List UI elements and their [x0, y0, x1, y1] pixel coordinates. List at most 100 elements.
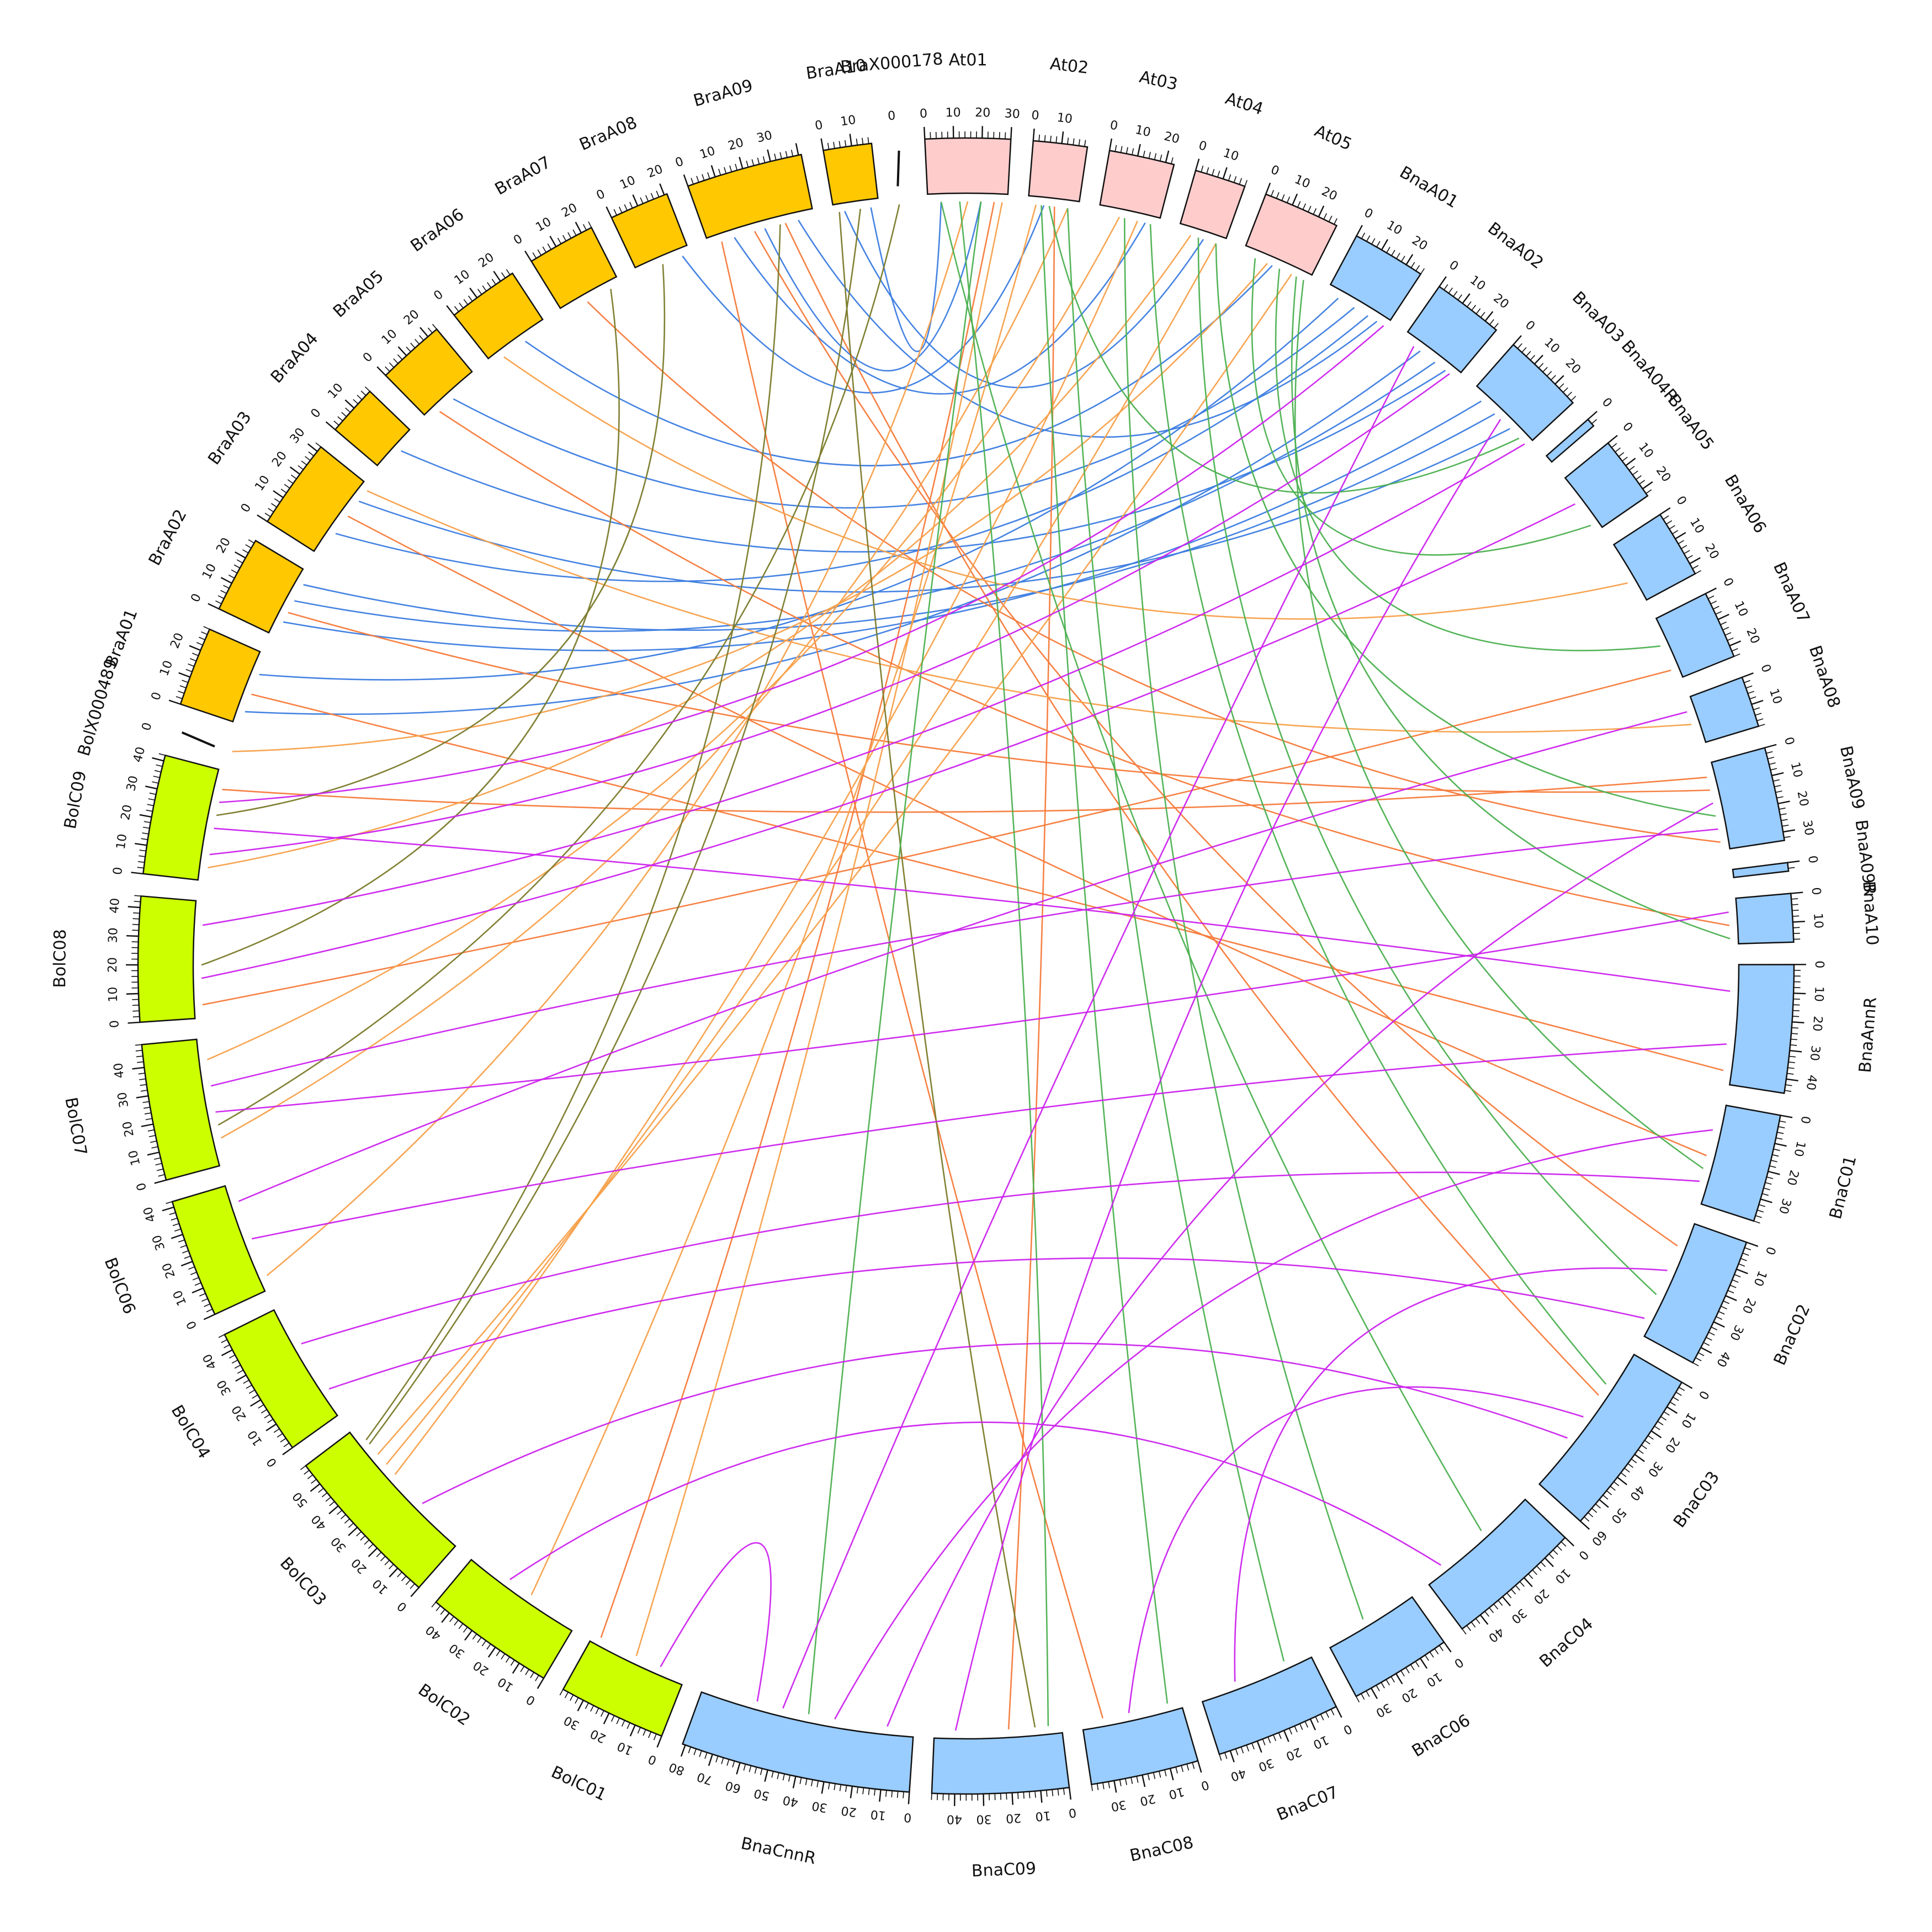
tick-label: 10 — [1311, 1732, 1331, 1751]
axis-tick — [268, 508, 274, 513]
axis-tick — [149, 792, 156, 795]
tick-label: 20 — [1284, 1744, 1303, 1763]
chromosome-label: BolC01 — [548, 1763, 609, 1805]
axis-tick — [1744, 680, 1750, 683]
axis-tick — [431, 1601, 437, 1608]
tick-label: 0 — [184, 1319, 200, 1331]
axis-tick — [1755, 713, 1762, 716]
axis-tick — [1271, 190, 1274, 197]
axis-tick — [1765, 1182, 1772, 1185]
axis-tick — [185, 668, 193, 672]
axis-tick — [1130, 1777, 1133, 1784]
axis-tick — [401, 1575, 407, 1581]
axis-tick — [844, 140, 847, 147]
chromosome-label: BnaA02 — [1484, 219, 1547, 273]
axis-tick — [385, 366, 390, 372]
axis-tick — [590, 1705, 594, 1712]
tick-label: 0 — [1808, 887, 1823, 895]
axis-tick — [1710, 601, 1717, 604]
axis-tick — [1328, 215, 1333, 222]
axis-tick — [234, 1365, 241, 1369]
synteny-link-BolC07-At02 — [220, 208, 1069, 1139]
axis-tick — [1580, 1520, 1590, 1530]
synteny-link-At02-BnaA03 — [1048, 205, 1520, 494]
axis-tick — [621, 1720, 625, 1727]
tick-label: 10 — [1384, 218, 1404, 238]
chromosome-block — [305, 1431, 457, 1589]
axis-tick — [1424, 1654, 1429, 1661]
axis-tick — [1672, 530, 1679, 534]
tick-label: 60 — [724, 1778, 742, 1796]
axis-tick — [1320, 1714, 1324, 1721]
chromosome-label: BnaA01 — [1396, 163, 1461, 213]
axis-tick — [510, 1659, 515, 1666]
chromosome-label: BnaC06 — [1409, 1711, 1474, 1761]
synteny-link-At05-BnaC01 — [1294, 280, 1704, 1169]
axis-tick — [1276, 192, 1280, 199]
tick-label: 30 — [1807, 1045, 1823, 1061]
axis-tick — [1195, 158, 1200, 171]
axis-tick — [525, 1669, 529, 1675]
axis-tick — [1283, 1730, 1289, 1742]
axis-tick — [1729, 640, 1742, 646]
axis-tick — [1262, 1739, 1266, 1745]
axis-tick — [1415, 265, 1420, 272]
axis-tick — [128, 906, 140, 909]
axis-tick — [1784, 1090, 1791, 1092]
synteny-link-BolC06-BnaAnnR — [251, 1043, 1727, 1240]
synteny-link-At01-BnaC09 — [959, 201, 1049, 1727]
axis-tick — [410, 1587, 420, 1597]
axis-tick — [1681, 1382, 1693, 1389]
axis-tick — [1068, 1787, 1072, 1800]
axis-tick — [1309, 1718, 1316, 1731]
tick-label: 10 — [200, 561, 219, 581]
axis-tick — [746, 161, 749, 168]
chromosome-block — [1082, 1707, 1199, 1786]
chromosome-label: BraA09 — [691, 76, 755, 110]
axis-tick — [1126, 147, 1128, 154]
axis-tick — [624, 204, 628, 211]
axis-tick — [136, 1095, 148, 1098]
synteny-link-BolC01-BnaCnnR — [660, 1542, 772, 1702]
axis-tick — [487, 282, 492, 288]
axis-tick — [1711, 1326, 1718, 1330]
axis-tick — [496, 1650, 501, 1657]
tick-label: 30 — [107, 927, 121, 943]
chromosome-block — [179, 628, 261, 723]
axis-tick — [1654, 1425, 1660, 1430]
axis-tick — [307, 443, 318, 452]
axis-tick — [1748, 691, 1755, 694]
axis-tick — [397, 1572, 402, 1578]
axis-tick — [749, 1765, 752, 1772]
tick-label: 10 — [1812, 986, 1826, 1002]
axis-tick — [1650, 1430, 1662, 1439]
tick-label: 30 — [1776, 1197, 1793, 1216]
axis-tick — [284, 484, 290, 489]
axis-tick — [1159, 154, 1163, 161]
tick-label: 0 — [1269, 163, 1281, 178]
axis-tick — [501, 272, 506, 279]
axis-tick — [449, 1616, 454, 1622]
axis-tick — [1642, 481, 1653, 490]
axis-tick — [344, 399, 355, 409]
axis-tick — [879, 1789, 882, 1802]
axis-tick — [1781, 819, 1788, 821]
axis-tick — [172, 1223, 179, 1227]
synteny-link-BraA07-BolC08 — [201, 289, 620, 966]
axis-tick — [1766, 751, 1773, 754]
tick-label: 40 — [1485, 1625, 1506, 1645]
axis-tick — [1695, 570, 1701, 575]
synteny-link-BolC08-BnaA07 — [202, 670, 1671, 1006]
axis-tick — [261, 1409, 267, 1414]
axis-tick — [600, 1710, 604, 1717]
axis-tick — [1744, 1247, 1751, 1251]
chromosome-label: At05 — [1312, 121, 1355, 155]
synteny-link-BraA10-BolC03 — [369, 209, 861, 1445]
axis-tick — [325, 421, 336, 431]
axis-tick — [1055, 136, 1058, 143]
axis-tick — [1657, 1421, 1664, 1426]
axis-tick — [1606, 1490, 1612, 1495]
axis-tick — [1315, 1716, 1319, 1723]
tick-label: 10 — [1788, 761, 1805, 779]
synteny-link-BraA01-BnaAnnR — [251, 693, 1724, 1071]
